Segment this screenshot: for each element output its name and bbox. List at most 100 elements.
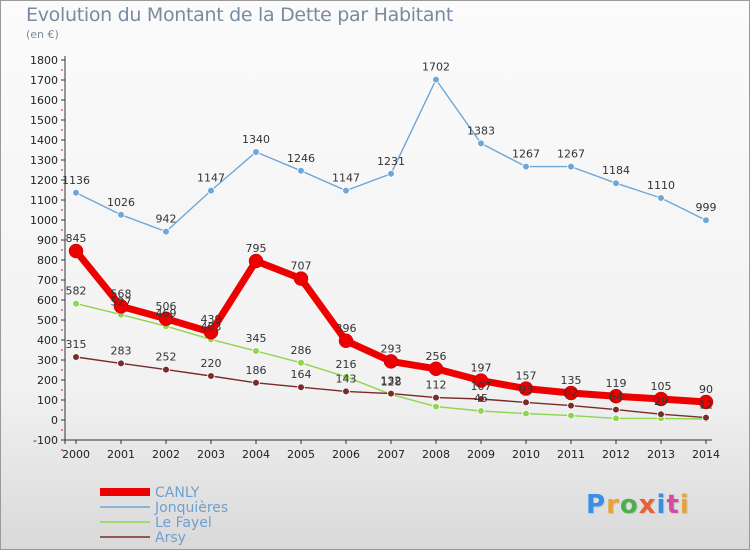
data-label: 1136: [62, 174, 90, 187]
data-point: [567, 162, 575, 171]
y-minor-tick: [61, 69, 63, 71]
data-label: 795: [246, 242, 267, 255]
legend-label: Arsy: [155, 530, 186, 546]
chart-subtitle: (en €): [26, 28, 59, 41]
y-minor-tick: [61, 369, 63, 371]
y-tick-label: 1800: [30, 54, 58, 67]
y-minor-tick: [61, 149, 63, 151]
logo-letter: o: [619, 490, 639, 520]
data-point: [117, 211, 125, 219]
proxiti-logo: Proxiti: [586, 490, 690, 520]
data-label: 112: [426, 379, 447, 392]
data-label: 845: [66, 232, 87, 245]
data-label: 439: [201, 313, 222, 326]
data-label: 252: [156, 351, 177, 364]
y-tick-label: 1000: [30, 214, 58, 227]
data-point: [252, 378, 260, 387]
data-label: 132: [381, 375, 402, 388]
logo-letter: r: [606, 490, 620, 520]
data-label: 707: [291, 260, 312, 273]
data-point: [383, 354, 399, 369]
data-label: 256: [426, 350, 447, 363]
x-tick-label: 2001: [107, 448, 135, 461]
data-label: 1702: [422, 61, 450, 74]
y-tick-label: 1200: [30, 174, 58, 187]
data-point: [477, 395, 485, 403]
chart-title: Evolution du Montant de la Dette par Hab…: [26, 4, 454, 26]
y-tick-label: -100: [33, 434, 58, 447]
x-tick-label: 2013: [647, 448, 675, 461]
data-label: 157: [516, 370, 537, 383]
data-label: 135: [561, 374, 582, 387]
data-point: [518, 381, 534, 396]
data-point: [297, 383, 305, 392]
y-minor-tick: [61, 329, 63, 331]
data-point: [207, 372, 215, 380]
data-point: [702, 413, 710, 422]
data-point: [113, 299, 129, 314]
data-label: 29: [654, 395, 668, 408]
data-label: 186: [246, 364, 267, 377]
data-label: 942: [156, 213, 177, 226]
data-label: 315: [66, 338, 87, 351]
data-point: [162, 365, 170, 374]
x-tick-label: 2004: [242, 448, 270, 461]
data-point: [522, 398, 530, 407]
data-label: 197: [471, 362, 492, 375]
data-label: 527: [111, 296, 132, 309]
data-point: [477, 407, 485, 415]
y-minor-tick: [61, 289, 63, 291]
y-tick-label: 700: [37, 274, 58, 287]
data-label: 1231: [377, 155, 405, 168]
data-point: [68, 243, 84, 259]
data-label: 1267: [557, 148, 585, 161]
data-label: 999: [696, 201, 717, 214]
data-point: [428, 361, 444, 377]
y-tick-label: 1700: [30, 74, 58, 87]
data-point: [158, 311, 174, 327]
data-label: 396: [336, 322, 357, 335]
y-tick-label: 0: [51, 414, 58, 427]
data-point: [522, 162, 530, 171]
data-point: [702, 216, 710, 225]
data-point: [207, 186, 215, 195]
y-minor-tick: [61, 269, 63, 271]
data-label: 293: [381, 342, 402, 355]
x-tick-label: 2007: [377, 448, 405, 461]
data-point: [567, 401, 575, 410]
data-label: 403: [201, 320, 222, 333]
data-label: 64: [609, 391, 623, 404]
logo-letter: x: [638, 490, 657, 520]
data-label: 1340: [242, 133, 270, 146]
data-label: 164: [291, 368, 312, 381]
data-point: [473, 373, 489, 388]
data-label: 128: [381, 375, 402, 388]
data-point: [72, 353, 80, 361]
data-point: [612, 405, 620, 414]
data-label: 90: [699, 383, 713, 396]
logo-letter: t: [666, 490, 680, 520]
y-minor-tick: [61, 209, 63, 211]
data-point: [252, 347, 260, 355]
logo-letter: i: [679, 490, 690, 520]
x-tick-label: 2010: [512, 448, 540, 461]
x-tick-label: 2000: [62, 448, 90, 461]
y-tick-label: 300: [37, 354, 58, 367]
data-point: [563, 385, 579, 401]
y-tick-label: 500: [37, 314, 58, 327]
logo-letter: P: [586, 490, 607, 520]
data-label: 506: [156, 300, 177, 313]
data-point: [567, 411, 575, 420]
y-tick-label: 1100: [30, 194, 58, 207]
data-point: [698, 394, 714, 410]
data-point: [203, 324, 219, 340]
x-tick-label: 2012: [602, 448, 630, 461]
x-tick-label: 2005: [287, 448, 315, 461]
data-point: [72, 299, 80, 308]
legend-label: CANLY: [155, 485, 200, 501]
y-minor-tick: [61, 409, 63, 411]
y-minor-tick: [61, 89, 63, 91]
data-point: [612, 414, 620, 423]
